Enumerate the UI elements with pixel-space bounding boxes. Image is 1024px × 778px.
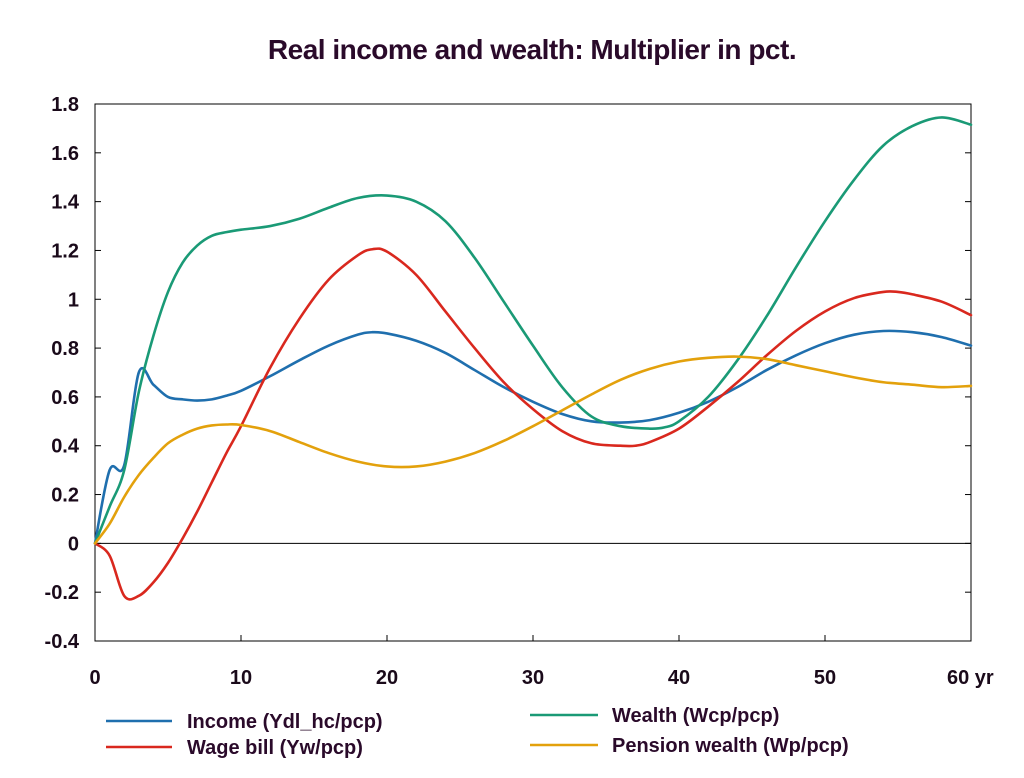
series-line-income (93, 329, 973, 545)
chart-title: Real income and wealth: Multiplier in pc… (267, 34, 797, 65)
y-tick-label: 0.8 (51, 338, 79, 360)
series-line-pension-wealth (93, 355, 973, 545)
x-tick-label: 0 (89, 667, 100, 689)
y-tick-label: 1 (68, 289, 79, 311)
x-tick-label: 50 (814, 667, 836, 689)
legend: Income (Ydl_hc/pcp) Wage bill (Yw/pcp) Wea… (106, 705, 849, 759)
y-tick-label: -0.2 (45, 582, 79, 604)
legend-label-wage-bill: Wage bill (Yw/pcp) (187, 737, 363, 759)
y-tick-label: 1.8 (51, 94, 79, 116)
legend-label-pension-wealth: Pension wealth (Wp/pcp) (612, 735, 849, 757)
y-tick-label: -0.4 (45, 631, 80, 653)
y-tick-label: 1.4 (51, 192, 80, 214)
y-tick-label: 0 (68, 533, 79, 555)
y-tick-label: 0.2 (51, 485, 79, 507)
x-tick-label: 30 (522, 667, 544, 689)
x-tick-label: 60 yr (947, 667, 994, 689)
y-axis-ticks: -0.4 -0.2 0 0.2 0.4 0.6 0.8 1 1.2 1.4 1.6 1.8 (45, 94, 971, 653)
legend-label-wealth: Wealth (Wcp/pcp) (612, 705, 779, 727)
y-tick-label: 1.2 (51, 240, 79, 262)
legend-label-income: Income (Ydl_hc/pcp) (187, 711, 383, 733)
series-lines (93, 116, 973, 601)
plot-frame (94, 103, 972, 642)
y-tick-label: 0.6 (51, 387, 79, 409)
y-tick-label: 0.4 (51, 436, 80, 458)
x-tick-label: 10 (230, 667, 252, 689)
y-tick-label: 1.6 (51, 143, 79, 165)
series-line-wage-bill (93, 247, 973, 601)
plot-border (94, 103, 972, 642)
x-tick-label: 40 (668, 667, 690, 689)
series-line-wealth (93, 116, 973, 545)
x-tick-label: 20 (376, 667, 398, 689)
x-axis-ticks: 0 10 20 30 40 50 60 yr (89, 635, 994, 689)
